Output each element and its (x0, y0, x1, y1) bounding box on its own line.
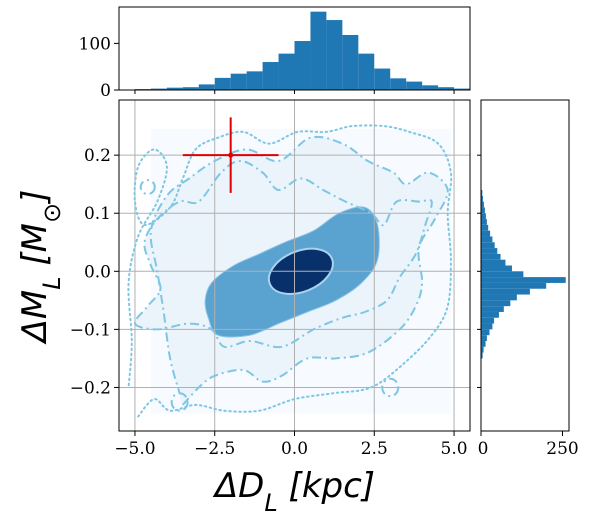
top-y-tick-label: 0 (100, 81, 111, 101)
right-histogram-bar (481, 346, 484, 353)
top-histogram-bar (454, 88, 470, 90)
top-histogram-bar (166, 87, 183, 90)
right-histogram-bar (481, 288, 530, 295)
right-histogram-bar (481, 352, 483, 359)
contour-loop (139, 179, 156, 196)
right-histogram-panel: 0 250 (477, 99, 579, 459)
top-histogram-bar (278, 53, 295, 90)
x-axis-label: ΔDL [kpc] (212, 466, 375, 516)
right-histogram-bar (481, 253, 501, 260)
right-histogram-bar (481, 306, 504, 312)
x-tick-label: −2.5 (194, 439, 235, 459)
right-histogram-bar (481, 317, 495, 324)
grid-lines (119, 100, 470, 431)
right-histogram-xticks: 0 250 (478, 431, 579, 459)
error-bar-point (228, 152, 234, 158)
y-tick-label: 0.0 (84, 262, 111, 282)
y-axis-label: ΔML [M⊙] (15, 190, 66, 346)
y-tick-label: 0.2 (84, 146, 111, 166)
y-axis-ticks: −0.2 −0.1 0.0 0.1 0.2 (70, 146, 119, 398)
top-histogram-bar (214, 77, 231, 90)
y-tick-label: −0.2 (70, 378, 111, 398)
top-histogram-bar (150, 88, 167, 90)
right-histogram-bar (481, 248, 498, 254)
top-histogram-bar (374, 68, 391, 90)
error-bar-marker (182, 117, 279, 193)
top-histogram-bar (422, 85, 439, 90)
dashdot-contour-line (149, 135, 449, 406)
top-histogram-bar (294, 41, 311, 90)
right-histogram-bar (481, 329, 490, 336)
right-histogram-bar (481, 300, 511, 307)
right-histogram-bar (481, 224, 489, 231)
right-histogram-bar (481, 265, 512, 272)
right-histogram-bar (481, 311, 499, 318)
right-histogram-bar (481, 201, 484, 208)
right-histogram-bar (481, 340, 486, 347)
right-histogram-bar (481, 230, 491, 237)
right-histogram-bar (481, 323, 493, 330)
top-histogram-bar (390, 78, 407, 90)
right-histogram-bar (481, 271, 524, 278)
right-histogram-bar (481, 219, 487, 225)
x-tick-label: 2.5 (361, 439, 388, 459)
right-histogram-bar (481, 195, 483, 202)
top-histogram-bar (246, 71, 263, 90)
contour-lines (127, 124, 453, 418)
right-x-tick-label: 0 (478, 439, 489, 459)
joint-plot-panel: −5.0 −2.5 0.0 2.5 5.0 −0.2 −0.1 0.0 0.1 0.2 (70, 99, 471, 459)
right-histogram-bars (481, 190, 566, 359)
right-histogram-bar (481, 277, 566, 283)
x-tick-label: 0.0 (281, 439, 308, 459)
right-histogram-yticks (477, 154, 481, 388)
top-histogram-bar (262, 62, 279, 90)
contour-loop (170, 392, 189, 412)
top-histogram-bars (134, 11, 470, 91)
top-histogram-bar (358, 53, 375, 90)
x-tick-label: 5.0 (441, 439, 468, 459)
right-histogram-bar (481, 242, 495, 249)
top-histogram-bar (342, 34, 359, 90)
right-histogram-bar (481, 190, 483, 196)
right-histogram-bar (481, 335, 487, 341)
top-y-tick-label: 100 (79, 34, 111, 54)
right-histogram-bar (481, 213, 486, 220)
right-histogram-bar (481, 236, 493, 243)
x-tick-label: −5.0 (114, 439, 155, 459)
top-histogram-bar (326, 20, 343, 90)
top-histogram-panel: 0 100 (79, 6, 471, 101)
right-histogram-border (480, 99, 570, 432)
right-histogram-bar (481, 282, 547, 289)
top-histogram-bar (182, 87, 199, 90)
top-histogram-xticks (134, 90, 455, 94)
top-histogram-bar (230, 73, 247, 90)
right-histogram-bar (481, 294, 517, 301)
top-histogram-border (118, 6, 471, 91)
right-histogram-bar (481, 259, 506, 266)
top-histogram-bar (406, 81, 423, 90)
right-x-tick-label: 250 (546, 439, 578, 459)
y-tick-label: −0.1 (70, 320, 111, 340)
right-histogram-bar (481, 207, 485, 214)
contour-loop (381, 377, 400, 398)
top-histogram-bar (438, 87, 455, 90)
x-axis-ticks: −5.0 −2.5 0.0 2.5 5.0 (114, 431, 468, 459)
dotted-contour-line (127, 124, 453, 418)
y-tick-label: 0.1 (84, 204, 111, 224)
top-histogram-yticks: 0 100 (79, 34, 119, 101)
top-histogram-bar (198, 84, 215, 90)
top-histogram-bar (310, 11, 327, 91)
joint-plot-border (118, 99, 471, 432)
